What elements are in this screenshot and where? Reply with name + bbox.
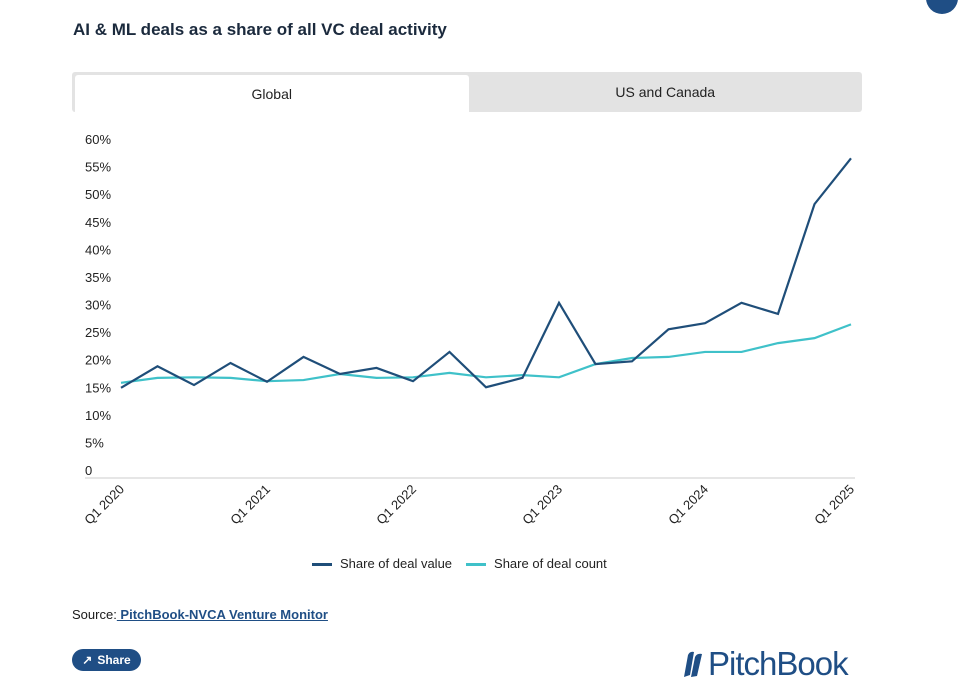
data-point[interactable] [116,383,126,393]
data-point[interactable] [299,375,309,385]
y-tick-label: 40% [85,242,111,257]
share-label: Share [97,653,131,667]
legend-item-deal-value[interactable]: Share of deal value [312,556,452,571]
x-tick-label: Q1 2020 [81,482,127,528]
series-line-share-of-deal-count [120,323,852,384]
y-tick-label: 50% [85,187,111,202]
data-point[interactable] [226,358,236,368]
y-tick-label: 25% [85,325,111,340]
data-point[interactable] [153,361,163,371]
data-point[interactable] [664,352,674,362]
legend-item-deal-count[interactable]: Share of deal count [466,556,607,571]
data-point[interactable] [846,319,856,329]
data-point[interactable] [481,382,491,392]
data-point[interactable] [554,372,564,382]
data-point[interactable] [408,376,418,386]
y-tick-label: 15% [85,380,111,395]
source-line: Source: PitchBook-NVCA Venture Monitor [72,607,328,622]
data-point[interactable] [554,298,564,308]
tab-us-and-canada[interactable]: US and Canada [615,84,716,100]
y-tick-label: 5% [85,435,104,450]
share-button[interactable]: ↗ Share [72,649,141,671]
y-tick-label: 20% [85,353,111,368]
data-point[interactable] [262,377,272,387]
y-tick-label: 30% [85,298,111,313]
data-point[interactable] [773,338,783,348]
data-point[interactable] [737,298,747,308]
data-point[interactable] [518,373,528,383]
share-icon: ↗ [82,653,93,667]
data-point[interactable] [591,359,601,369]
x-tick-label: Q1 2023 [519,482,565,528]
y-tick-label: 55% [85,160,111,175]
source-link[interactable]: PitchBook-NVCA Venture Monitor [116,607,328,622]
x-tick-label: Q1 2025 [811,482,857,528]
data-point[interactable] [189,380,199,390]
series-line-share-of-deal-value [120,157,852,389]
data-point[interactable] [773,309,783,319]
legend: Share of deal value Share of deal count [312,556,607,571]
data-point[interactable] [737,347,747,357]
data-point[interactable] [445,347,455,357]
data-point[interactable] [846,153,856,163]
data-point[interactable] [445,368,455,378]
data-point[interactable] [664,324,674,334]
data-point[interactable] [700,347,710,357]
x-tick-label: Q1 2024 [665,482,711,528]
y-tick-label: 10% [85,408,111,423]
x-tick-label: Q1 2022 [373,482,419,528]
pitchbook-logo-icon [684,651,702,677]
y-tick-label: 45% [85,215,111,230]
y-tick-label: 60% [85,132,111,147]
data-point[interactable] [153,373,163,383]
legend-swatch [466,563,487,567]
legend-label: Share of deal count [494,556,607,571]
data-point[interactable] [810,199,820,209]
data-point[interactable] [700,318,710,328]
source-label: Source: [72,607,117,622]
data-point[interactable] [372,373,382,383]
data-point[interactable] [299,352,309,362]
tab-global[interactable]: Global [75,75,469,112]
chart-title: AI & ML deals as a share of all VC deal … [73,20,447,39]
data-point[interactable] [372,363,382,373]
pitchbook-logo: PitchBook [676,645,849,683]
legend-swatch [312,563,332,567]
region-tabs: Global US and Canada [72,72,862,112]
legend-label: Share of deal value [340,556,453,571]
data-point[interactable] [810,333,820,343]
data-point[interactable] [226,373,236,383]
data-point[interactable] [627,356,637,366]
user-avatar-icon[interactable] [926,0,958,14]
x-tick-label: Q1 2021 [227,482,273,528]
data-point[interactable] [481,372,491,382]
y-tick-label: 35% [85,270,111,285]
y-tick-label: 0 [85,463,92,478]
data-point[interactable] [335,369,345,379]
logo-text: PitchBook [708,645,849,682]
